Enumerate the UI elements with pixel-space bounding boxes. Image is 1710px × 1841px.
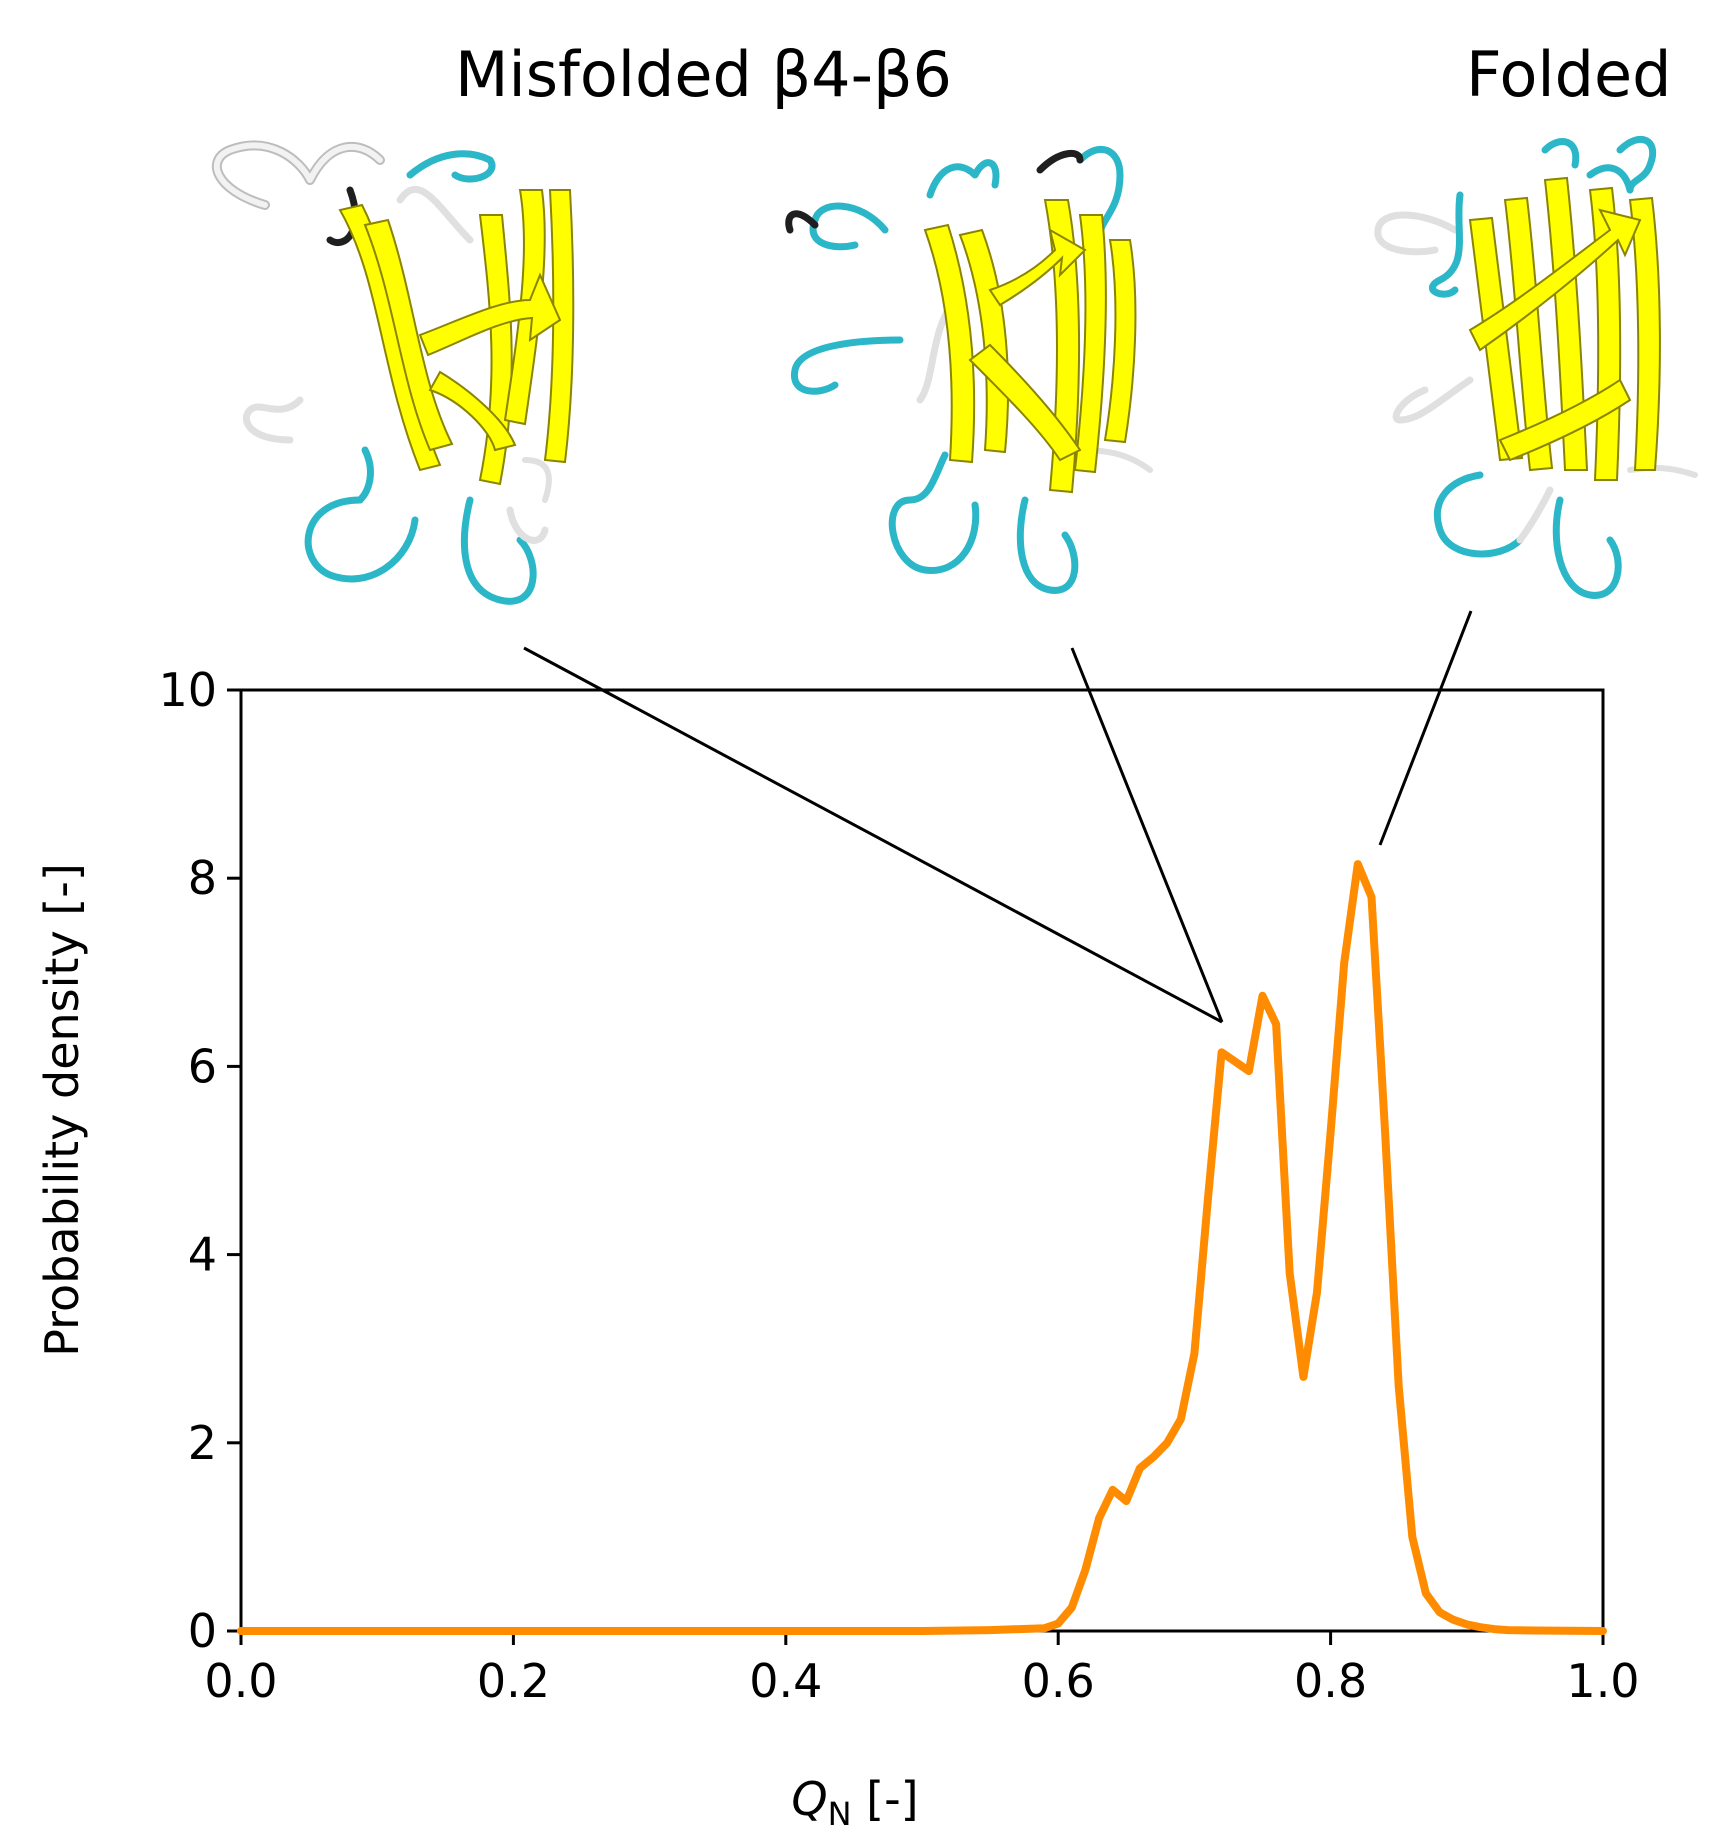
x-tick-label: 0.6 [1022,1654,1095,1708]
x-tick-label: 1.0 [1566,1654,1639,1708]
y-axis-label: Probability density [-] [35,863,89,1357]
y-tick-label: 8 [188,851,217,905]
x-axis-ticks: 0.0 0.2 0.4 0.6 0.8 1.0 [204,1631,1640,1708]
y-axis-ticks: 0 2 4 6 8 10 [158,663,241,1658]
x-axis-label-subscript: N [827,1795,852,1834]
protein-structure-misfolded-2 [785,145,1153,594]
probability-density-curve [237,860,1607,1635]
y-tick-label: 10 [158,663,217,717]
x-axis-label-unit: [-] [866,1772,919,1826]
y-tick-label: 2 [188,1416,217,1470]
label-misfolded: Misfolded β4-β6 [455,38,952,111]
y-tick-label: 0 [188,1604,217,1658]
y-tick-label: 4 [188,1228,217,1282]
x-axis-label: QN [-] [0,1772,1710,1833]
y-tick-label: 6 [188,1039,217,1093]
pointer-line-misfolded-1 [523,646,1223,1024]
label-folded: Folded [1466,38,1672,111]
pointer-line-folded [1378,610,1473,846]
x-tick-label: 0.0 [204,1654,277,1708]
protein-structure-misfolded-1 [211,140,575,605]
x-tick-label: 0.2 [477,1654,550,1708]
x-tick-label: 0.4 [749,1654,822,1708]
pointer-lines [523,610,1473,1024]
x-tick-label: 0.8 [1294,1654,1367,1708]
x-axis-label-symbol: Q [791,1772,828,1826]
plot-area-frame [239,688,1605,1633]
pointer-line-misfolded-2 [1070,647,1224,1023]
protein-structure-folded [1374,135,1698,599]
